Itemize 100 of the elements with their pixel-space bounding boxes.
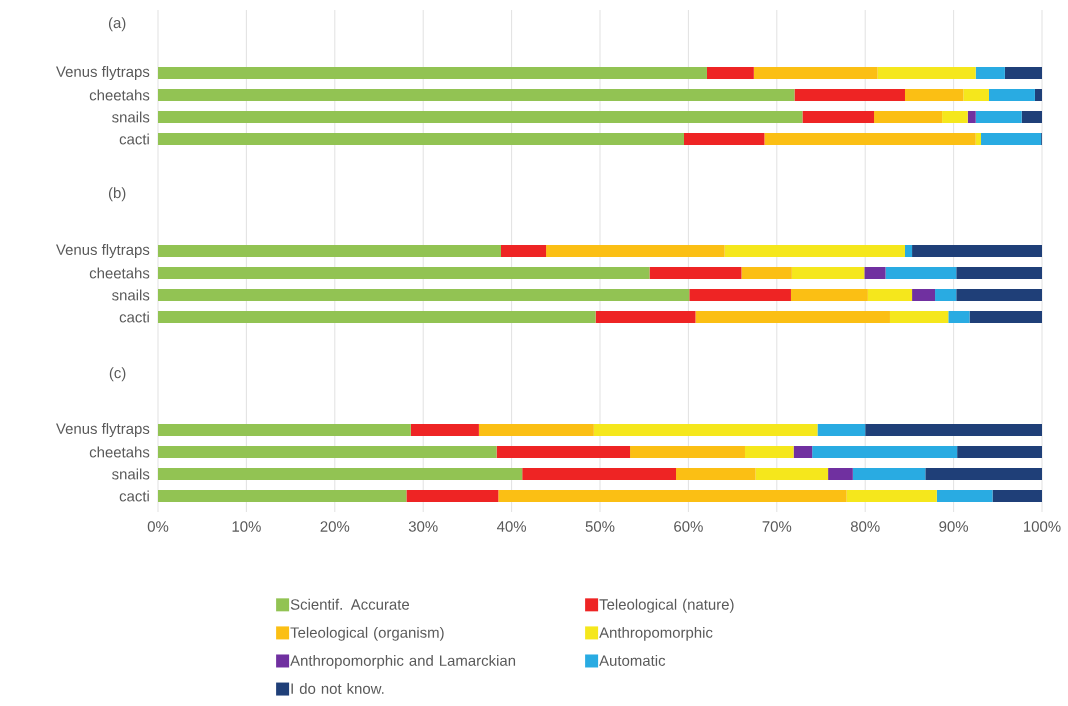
bar	[595, 311, 696, 324]
bar	[867, 289, 913, 302]
bar	[158, 267, 650, 280]
x-tick-label: 100%	[1024, 521, 1061, 532]
bar	[1004, 67, 1043, 79]
bar	[802, 111, 875, 123]
bar	[988, 89, 1035, 101]
bar	[852, 468, 926, 481]
x-tick-label: 0%	[147, 521, 169, 532]
bar	[741, 267, 792, 280]
bar	[649, 267, 742, 280]
bar	[158, 311, 596, 324]
bar	[522, 468, 677, 481]
bar	[791, 267, 865, 280]
bar	[683, 133, 765, 145]
bar	[975, 133, 982, 145]
bar	[904, 245, 913, 258]
legend-label: Anthropomorphic	[599, 626, 713, 641]
y-tick-label: cacti	[119, 490, 149, 502]
x-tick-label: 60%	[674, 521, 703, 532]
bar	[963, 89, 989, 101]
bar	[724, 245, 905, 258]
bar	[981, 133, 1042, 145]
bar	[158, 424, 411, 437]
bar	[935, 289, 957, 302]
bar	[793, 446, 813, 459]
bar	[817, 424, 866, 437]
chart-title: (b)	[108, 187, 126, 202]
bar	[828, 468, 853, 481]
x-tick-label: 40%	[496, 521, 527, 532]
x-tick-label: 30%	[408, 521, 438, 532]
legend-label: Automatic	[599, 654, 666, 666]
bar	[158, 89, 795, 101]
bar	[753, 67, 878, 79]
bar	[158, 245, 501, 258]
bar	[706, 67, 754, 79]
bar	[593, 424, 818, 437]
x-tick-label: 80%	[850, 521, 880, 532]
bar	[865, 424, 1043, 437]
bar	[956, 289, 1043, 302]
y-tick-label: cacti	[119, 311, 149, 323]
bar	[689, 289, 791, 302]
bar	[1021, 111, 1043, 123]
bar	[744, 446, 794, 459]
y-tick-label: cheetahs	[89, 267, 150, 279]
bar	[794, 89, 905, 101]
bar	[755, 468, 829, 481]
legend-label: Teleological (organism)	[290, 626, 444, 641]
y-tick-label: cheetahs	[89, 89, 150, 101]
legend-label: Teleological (nature)	[599, 598, 734, 613]
y-tick-label: cacti	[119, 133, 149, 145]
legend-label: I do not know.	[291, 683, 384, 694]
bar	[764, 133, 976, 145]
y-tick-label: Venus flytraps	[56, 244, 150, 258]
x-tick-label: 10%	[232, 521, 261, 532]
bar	[410, 424, 479, 437]
bar	[912, 289, 936, 302]
bar	[975, 111, 1022, 123]
bar	[158, 490, 407, 503]
bar	[969, 311, 1043, 324]
y-tick-label: cheetahs	[89, 446, 150, 458]
bar	[889, 311, 949, 324]
bar	[956, 267, 1043, 280]
bar	[158, 446, 497, 459]
x-tick-label: 90%	[939, 521, 969, 532]
bar	[158, 468, 523, 481]
bar	[975, 67, 1005, 79]
legend-label: Anthropomorphic and Lamarckian	[290, 654, 516, 669]
y-tick-label: Venus flytraps	[56, 423, 150, 437]
bar	[406, 490, 499, 503]
bar	[158, 133, 684, 145]
bar	[158, 67, 707, 79]
bar	[912, 245, 1043, 258]
bar	[992, 490, 1043, 503]
x-tick-label: 70%	[762, 521, 792, 532]
bar	[948, 311, 970, 324]
bar	[925, 468, 1043, 481]
chart-title: (c)	[109, 367, 126, 382]
bar	[942, 111, 968, 123]
bar	[676, 468, 756, 481]
bar	[478, 424, 594, 437]
y-tick-label: snails	[112, 468, 150, 480]
x-tick-label: 50%	[585, 521, 615, 532]
bar	[864, 267, 886, 280]
bar	[812, 446, 958, 459]
bar	[158, 111, 803, 123]
bar	[498, 490, 847, 503]
y-tick-label: snails	[112, 111, 150, 123]
y-tick-label: Venus flytraps	[56, 66, 150, 80]
bar	[904, 89, 964, 101]
bar	[936, 490, 993, 503]
bar	[501, 245, 547, 258]
bar	[695, 311, 890, 324]
bar	[1034, 89, 1043, 101]
bar	[496, 446, 631, 459]
bar	[957, 446, 1043, 459]
bar	[846, 490, 937, 503]
bar	[967, 111, 976, 123]
legend-label: Scientif. Accurate	[290, 598, 410, 610]
bar	[877, 67, 976, 79]
